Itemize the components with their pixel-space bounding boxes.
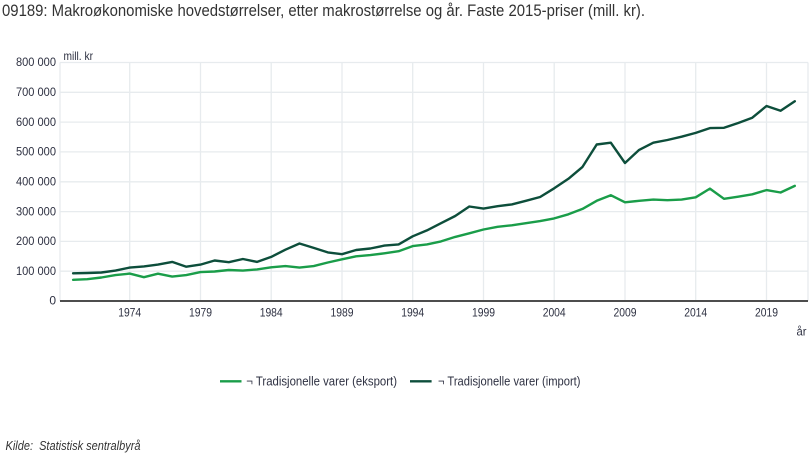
svg-text:400 000: 400 000 <box>16 175 56 189</box>
svg-text:¬ Tradisjonelle varer (eksport: ¬ Tradisjonelle varer (eksport) <box>246 375 397 389</box>
svg-text:800 000: 800 000 <box>16 55 56 69</box>
svg-text:2004: 2004 <box>543 306 566 320</box>
svg-text:200 000: 200 000 <box>16 234 56 248</box>
svg-text:1979: 1979 <box>189 306 212 320</box>
svg-text:1984: 1984 <box>260 306 283 320</box>
svg-text:0: 0 <box>49 294 56 308</box>
svg-text:1994: 1994 <box>401 306 424 320</box>
svg-text:1989: 1989 <box>331 306 354 320</box>
svg-text:500 000: 500 000 <box>16 145 56 159</box>
svg-text:år: år <box>797 325 807 339</box>
svg-text:100 000: 100 000 <box>16 264 56 278</box>
svg-text:09189: Makroøkonomiske hovedst: 09189: Makroøkonomiske hovedstørrelser, … <box>2 2 645 20</box>
svg-text:1974: 1974 <box>118 306 141 320</box>
svg-text:mill. kr: mill. kr <box>64 49 94 63</box>
svg-text:Kilde: Statistisk sentralbyrå: Kilde: Statistisk sentralbyrå <box>6 438 141 453</box>
svg-text:¬ Tradisjonelle varer (import): ¬ Tradisjonelle varer (import) <box>438 375 581 389</box>
svg-text:300 000: 300 000 <box>16 204 56 218</box>
svg-text:700 000: 700 000 <box>16 85 56 99</box>
svg-text:2014: 2014 <box>684 306 707 320</box>
svg-text:1999: 1999 <box>472 306 495 320</box>
svg-text:2019: 2019 <box>755 306 778 320</box>
svg-text:2009: 2009 <box>614 306 637 320</box>
svg-text:600 000: 600 000 <box>16 115 56 129</box>
